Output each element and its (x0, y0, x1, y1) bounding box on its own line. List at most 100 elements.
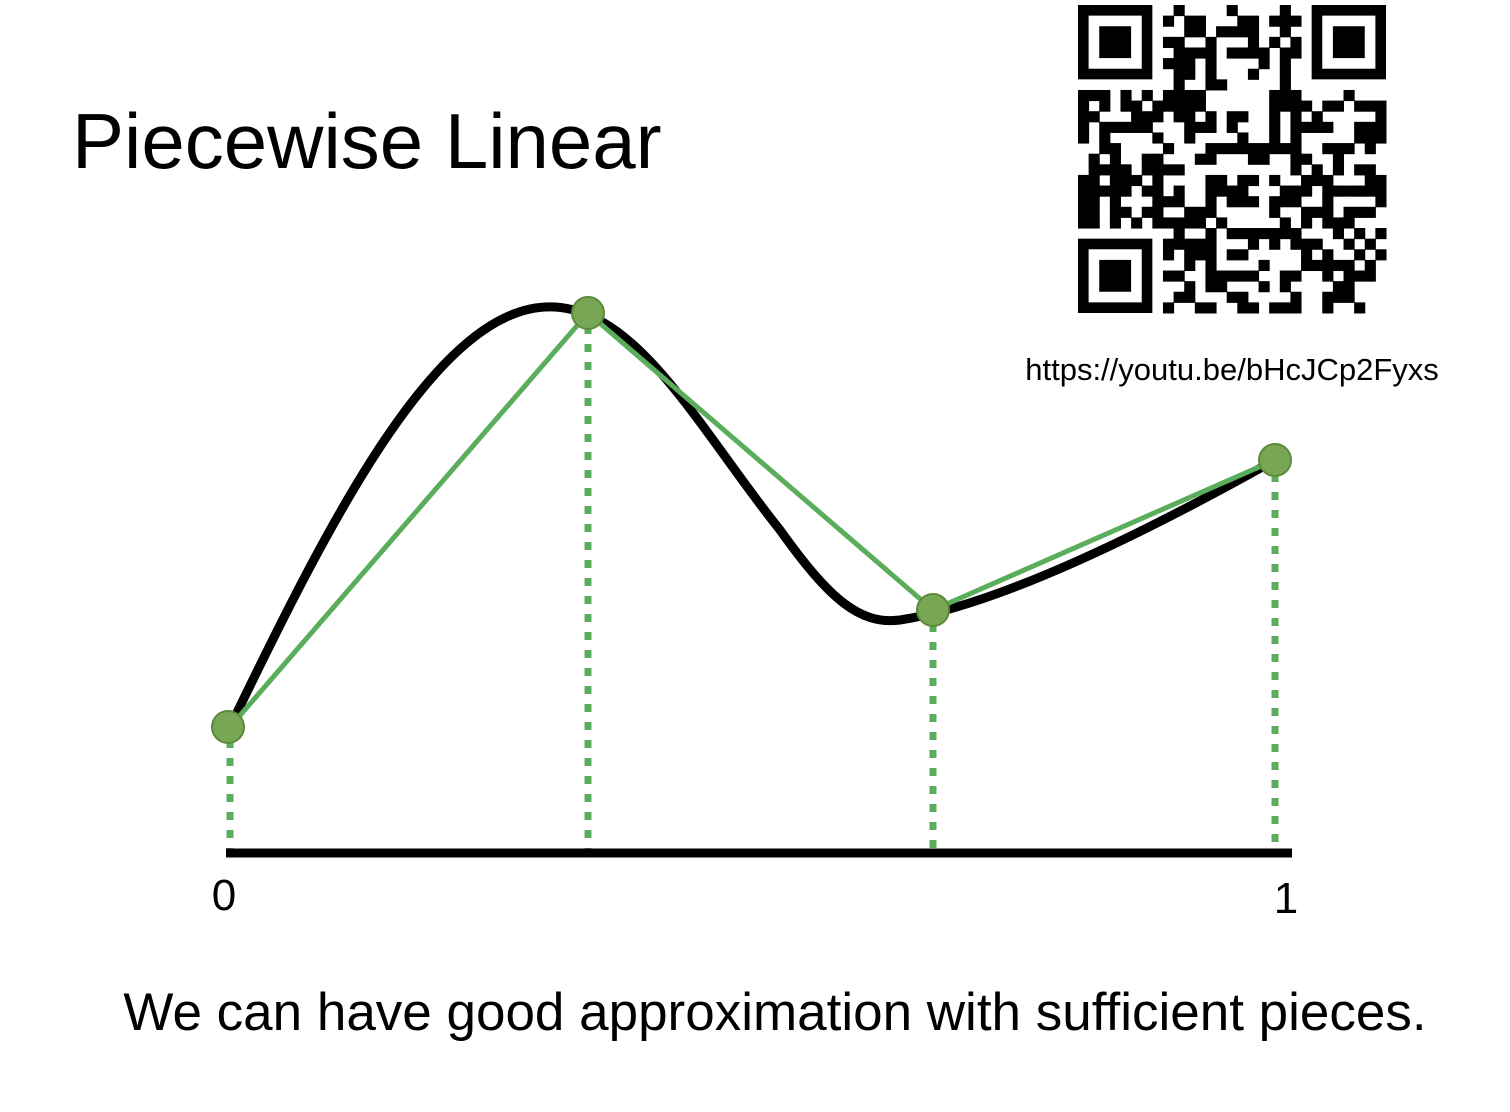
qr-module (1173, 36, 1185, 48)
axis-label: 0 (212, 871, 236, 920)
qr-module (1343, 206, 1355, 218)
qr-module (1237, 47, 1249, 59)
qr-module (1290, 132, 1302, 144)
qr-module (1311, 206, 1323, 218)
qr-module (1354, 270, 1366, 282)
qr-module (1354, 132, 1366, 144)
qr-module (1311, 238, 1323, 250)
qr-module (1375, 111, 1387, 123)
qr-module (1099, 259, 1132, 292)
qr-module (1226, 121, 1238, 133)
qr-module (1152, 185, 1164, 197)
qr-module (1290, 15, 1302, 27)
qr-module (1205, 174, 1217, 187)
qr-module (1279, 5, 1291, 17)
qr-module (1269, 132, 1281, 144)
qr-module (1099, 100, 1111, 112)
qr-module (1332, 259, 1345, 272)
qr-module (1216, 26, 1228, 38)
qr-module (1279, 302, 1291, 314)
qr-module (1343, 270, 1355, 282)
qr-module (1078, 185, 1090, 197)
qr-module (1290, 302, 1302, 314)
qr-code (1078, 5, 1387, 314)
qr-module (1364, 238, 1376, 250)
qr-module (1269, 121, 1281, 133)
qr-module (1343, 185, 1355, 197)
qr-module (1184, 26, 1196, 38)
qr-module (1152, 100, 1164, 112)
qr-module (1109, 153, 1121, 165)
qr-module (1216, 217, 1228, 229)
qr-module (1099, 89, 1111, 102)
qr-module (1173, 79, 1185, 91)
qr-module (1184, 111, 1196, 123)
qr-module (1237, 291, 1249, 303)
qr-module (1205, 302, 1217, 314)
qr-module (1269, 143, 1281, 155)
qr-module (1184, 58, 1196, 70)
qr-module (1322, 217, 1334, 229)
qr-module (1152, 111, 1164, 123)
qr-module (1364, 259, 1376, 272)
qr-module (1237, 249, 1249, 261)
qr-module (1269, 238, 1281, 250)
qr-module (1194, 153, 1206, 165)
qr-module (1109, 174, 1121, 187)
qr-module (1205, 259, 1217, 272)
qr-module (1109, 164, 1121, 176)
breakpoints (211, 296, 1292, 744)
qr-module (1120, 164, 1132, 176)
qr-module (1088, 217, 1100, 229)
qr-module (1109, 206, 1121, 218)
qr-module (1301, 217, 1313, 229)
qr-module (1099, 132, 1111, 144)
qr-module (1322, 121, 1334, 133)
qr-module (1194, 89, 1206, 102)
qr-module (1226, 5, 1238, 17)
qr-module (1364, 143, 1376, 155)
qr-module (1332, 164, 1345, 176)
qr-module (1099, 121, 1111, 133)
qr-module (1205, 47, 1217, 59)
qr-module (1194, 47, 1206, 59)
qr-module (1247, 153, 1260, 165)
qr-module (1173, 291, 1185, 303)
qr-module (1216, 270, 1228, 282)
qr-module (1205, 68, 1217, 80)
qr-module (1237, 26, 1249, 38)
qr-module (1184, 249, 1196, 261)
qr-module (1290, 100, 1302, 112)
qr-module (1205, 79, 1217, 91)
piecewise-linear (228, 309, 1277, 729)
qr-module (1088, 111, 1100, 123)
qr-module (1354, 302, 1366, 314)
qr-module (1279, 281, 1291, 293)
qr-module (1258, 58, 1270, 70)
qr-module (1109, 143, 1121, 155)
qr-module (1354, 185, 1366, 197)
qr-module (1109, 121, 1121, 133)
qr-module (1364, 121, 1376, 133)
qr-module (1184, 291, 1196, 303)
qr-module (1322, 270, 1334, 282)
qr-module (1088, 185, 1100, 197)
qr-module (1290, 291, 1302, 303)
qr-module (1258, 259, 1270, 272)
qr-module (1332, 143, 1345, 155)
qr-module (1088, 206, 1100, 218)
qr-module (1205, 270, 1217, 282)
qr-module (1311, 164, 1323, 176)
qr-module (1099, 164, 1111, 176)
qr-module (1173, 5, 1185, 17)
caption: We can have good approximation with suff… (123, 983, 1426, 1042)
qr-module (1226, 270, 1238, 282)
qr-module (1173, 270, 1185, 282)
qr-module (1205, 281, 1217, 293)
qr-module (1205, 111, 1217, 123)
qr-url: https://youtu.be/bHcJCp2Fyxs (1025, 352, 1439, 387)
qr-module (1120, 174, 1132, 187)
qr-module (1343, 238, 1355, 250)
qr-module (1332, 228, 1345, 240)
qr-module (1088, 89, 1100, 102)
